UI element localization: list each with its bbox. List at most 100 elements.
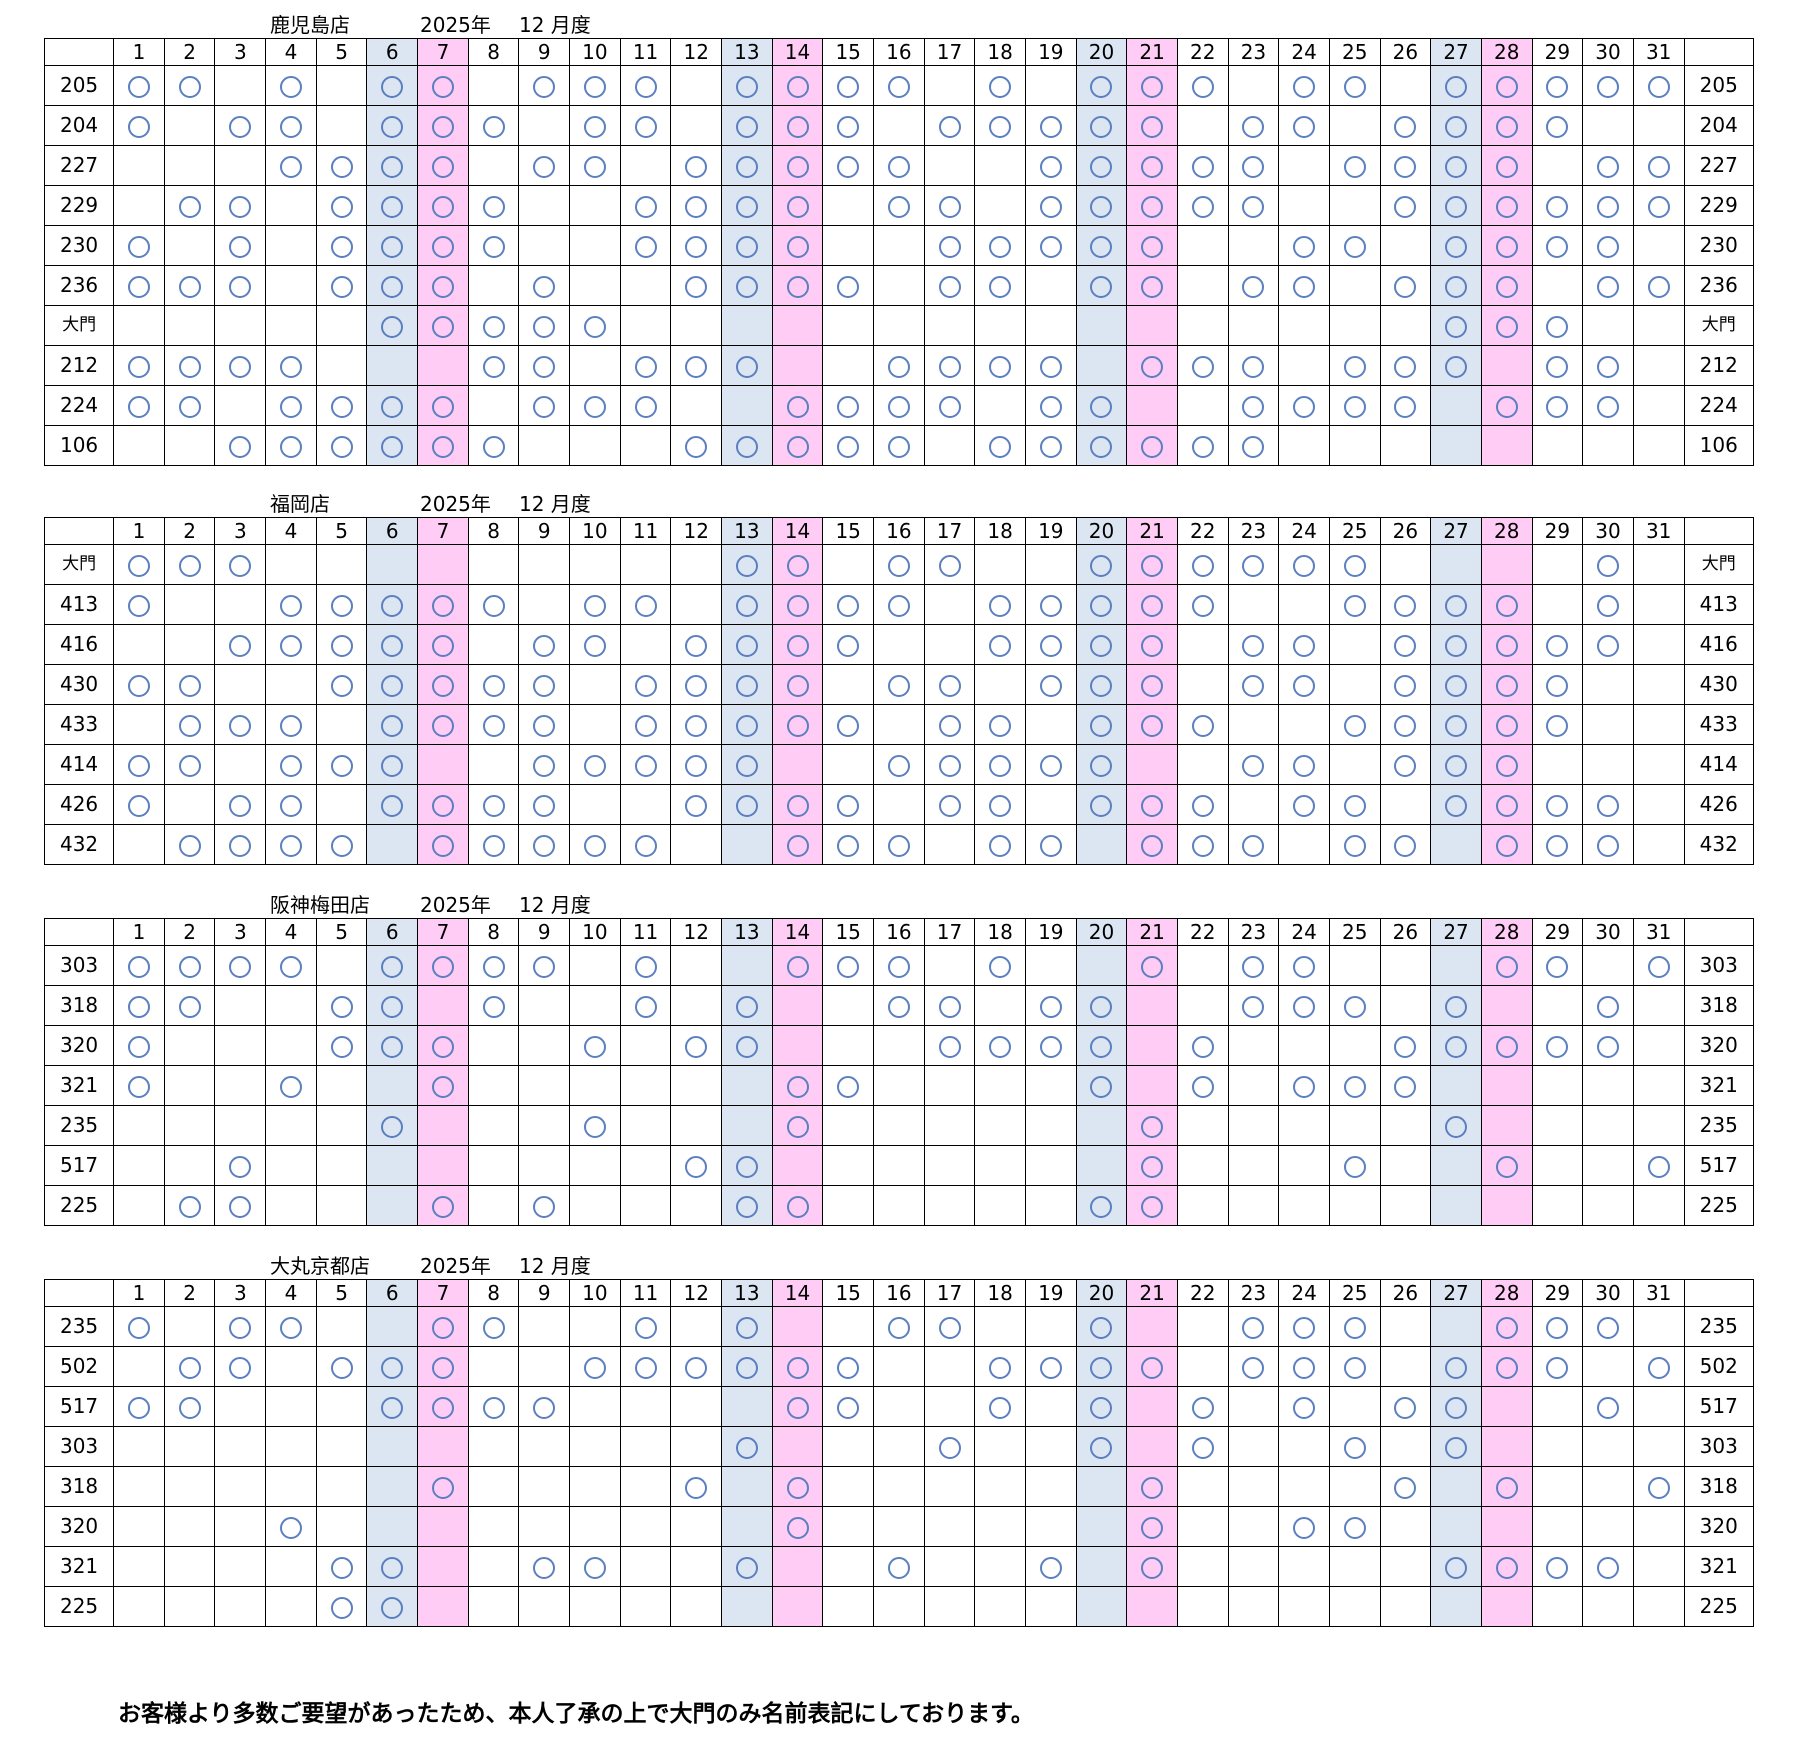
day-cell <box>1531 1185 1584 1226</box>
circle-mark-icon <box>1546 714 1569 737</box>
circle-mark-icon <box>735 754 758 777</box>
circle-mark-icon <box>1445 714 1468 737</box>
day-cell <box>923 1145 976 1186</box>
day-cell <box>214 624 267 665</box>
day-cell <box>1075 265 1128 306</box>
day-cell <box>974 225 1026 266</box>
day-cell <box>265 65 317 106</box>
day-header: 21 <box>1126 1279 1178 1307</box>
day-cell <box>113 1466 165 1507</box>
day-cell <box>163 345 216 386</box>
row-label-right: 414 <box>1683 744 1755 785</box>
day-cell <box>1075 1065 1128 1106</box>
circle-mark-icon <box>1191 834 1214 857</box>
row-label: 225 <box>43 1185 115 1226</box>
circle-mark-icon <box>1647 275 1670 298</box>
circle-mark-icon <box>533 634 556 657</box>
day-cell <box>1430 1466 1482 1507</box>
day-header: 24 <box>1278 1279 1330 1307</box>
day-cell <box>113 1025 165 1066</box>
circle-mark-icon <box>1141 834 1164 857</box>
circle-mark-icon <box>229 1316 252 1339</box>
day-cell <box>1176 145 1229 186</box>
staff-row: 225 225 <box>43 1586 1755 1627</box>
row-label: 413 <box>43 584 115 625</box>
circle-mark-icon <box>431 634 454 657</box>
day-cell <box>619 1025 672 1066</box>
circle-mark-icon <box>381 594 404 617</box>
day-cell <box>417 1145 469 1186</box>
day-cell <box>366 305 419 346</box>
day-cell <box>214 664 267 705</box>
day-cell <box>1075 1586 1128 1627</box>
day-cell <box>265 1466 317 1507</box>
day-header: 1 <box>113 38 165 66</box>
day-cell <box>974 1466 1026 1507</box>
circle-mark-icon <box>1495 594 1518 617</box>
day-cell <box>1278 744 1330 785</box>
circle-mark-icon <box>735 674 758 697</box>
circle-mark-icon <box>381 1396 404 1419</box>
day-cell <box>214 105 267 146</box>
circle-mark-icon <box>431 235 454 258</box>
day-cell <box>1227 1506 1280 1547</box>
day-cell <box>1379 345 1432 386</box>
day-cell <box>467 1386 520 1427</box>
day-cell <box>518 1025 571 1066</box>
day-cell <box>1480 105 1533 146</box>
day-cell <box>1480 624 1533 665</box>
day-header-row: 1 2 3 4 5 6 7 8 9 10 11 12 13 14 15 16 17 18 19 20 21 22 23 24 2… <box>43 517 1755 545</box>
day-cell <box>721 945 773 986</box>
day-cell <box>670 65 723 106</box>
circle-mark-icon <box>1394 674 1417 697</box>
day-cell <box>417 145 469 186</box>
circle-mark-icon <box>1647 1356 1670 1379</box>
day-cell <box>265 1185 317 1226</box>
day-cell <box>366 704 419 745</box>
circle-mark-icon <box>989 955 1012 978</box>
day-cell <box>1328 1145 1381 1186</box>
circle-mark-icon <box>178 674 201 697</box>
staff-row: 517 517 <box>43 1145 1755 1186</box>
day-cell <box>1227 824 1280 865</box>
circle-mark-icon <box>1242 1316 1265 1339</box>
row-label: 229 <box>43 185 115 226</box>
day-cell <box>1582 584 1634 625</box>
circle-mark-icon <box>1445 594 1468 617</box>
day-cell <box>163 584 216 625</box>
day-cell <box>417 1025 469 1066</box>
header-corner <box>43 918 115 946</box>
circle-mark-icon <box>128 275 150 298</box>
day-cell <box>214 425 267 466</box>
day-cell <box>417 1586 469 1627</box>
circle-mark-icon <box>1242 634 1265 657</box>
day-cell <box>923 584 976 625</box>
day-cell <box>619 584 672 625</box>
row-label: 212 <box>43 345 115 386</box>
circle-mark-icon <box>634 714 657 737</box>
circle-mark-icon <box>279 155 302 178</box>
day-cell <box>1328 265 1381 306</box>
day-cell <box>1582 1145 1634 1186</box>
day-header: 2 <box>163 1279 216 1307</box>
day-cell <box>417 1466 469 1507</box>
day-cell <box>721 425 773 466</box>
day-cell <box>1531 1546 1584 1587</box>
day-cell <box>873 385 925 426</box>
day-header: 1 <box>113 918 165 946</box>
circle-mark-icon <box>989 1396 1012 1419</box>
day-cell <box>366 1426 419 1467</box>
day-cell <box>366 1306 419 1347</box>
day-cell <box>214 65 267 106</box>
circle-mark-icon <box>279 754 302 777</box>
day-cell <box>1430 1586 1482 1627</box>
circle-mark-icon <box>1039 1556 1062 1579</box>
day-cell <box>163 1466 216 1507</box>
day-cell <box>1126 1185 1178 1226</box>
day-header: 13 <box>721 1279 773 1307</box>
day-cell <box>1328 385 1381 426</box>
day-cell <box>1379 704 1432 745</box>
circle-mark-icon <box>1090 1035 1113 1058</box>
day-cell <box>214 1426 267 1467</box>
day-cell <box>163 1586 216 1627</box>
